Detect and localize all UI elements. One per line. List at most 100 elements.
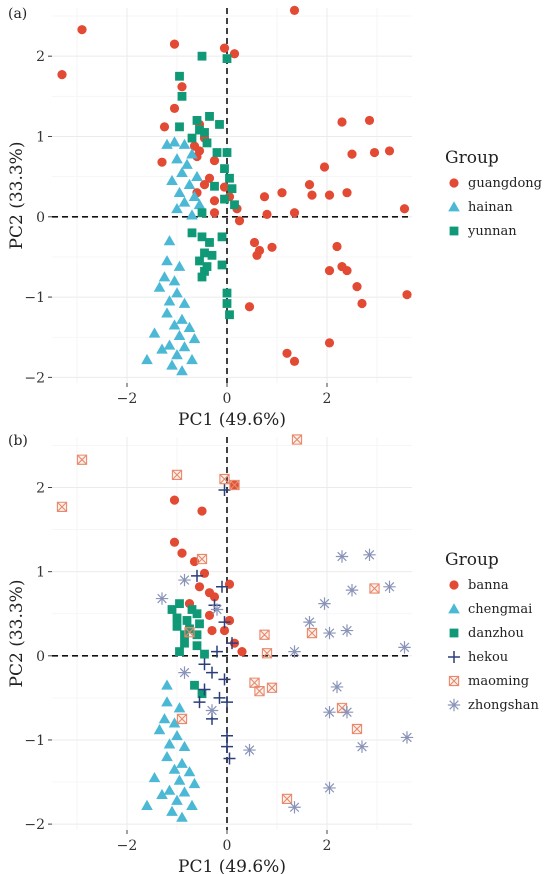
legend-key-maoming [448,675,460,687]
data-point-maoming [229,479,240,491]
data-point-hainan [178,138,191,149]
data-point-yunnan [205,112,214,121]
data-point-zhongshan [398,641,411,654]
data-point-zhongshan [323,705,336,719]
data-point-hainan [178,196,191,207]
data-point-yunnan [215,120,224,129]
data-point-banna [207,625,217,636]
data-point-guangdong [304,180,315,190]
data-point-maoming [306,627,318,639]
legend-label: zhongshan [468,698,540,713]
y-tick-label: 1 [36,565,45,581]
data-point-chengmai [178,740,191,752]
data-point-danzhou [200,649,209,659]
data-point-yunnan [200,128,209,137]
data-point-hainan [186,148,198,159]
data-point-guangdong [209,208,220,218]
x-tick-label: −2 [117,391,138,407]
data-point-hainan [183,321,196,332]
data-point-hainan [161,255,173,266]
data-point-hainan [163,339,176,350]
data-point-hainan [181,158,193,169]
data-point-hainan [166,174,178,185]
data-point-guangdong [277,188,287,198]
data-point-yunnan [225,173,234,183]
data-point-maoming [291,434,303,445]
data-point-hainan [176,313,188,324]
legend-label: guangdong [468,176,542,191]
data-point-maoming [76,454,88,465]
data-point-hainan [163,235,176,246]
data-point-maoming [176,713,188,725]
data-point-zhongshan [323,626,336,640]
data-point-banna [169,537,180,547]
y-tick-label: −2 [24,370,45,386]
data-point-danzhou [192,609,202,619]
data-point-danzhou [175,647,184,656]
legend-key-danzhou [449,628,459,638]
panel-b: (b) −2 0 2 −2 −1 0 1 2 PC1 (49.6%) PC2 (33.3%) Grou… [7,433,540,874]
series-yunnan [175,51,239,320]
data-point-guangdong [289,356,300,366]
data-point-banna [194,582,205,592]
data-point-banna [177,548,187,558]
data-point-hekou [216,580,228,593]
data-point-hainan [186,353,198,365]
data-point-maoming [369,583,380,594]
data-point-yunnan [225,310,234,320]
data-point-hekou [218,616,231,629]
data-point-hainan [158,271,171,282]
legend-label: hainan [468,200,513,215]
data-point-hainan [176,365,188,376]
data-point-hainan [188,190,201,202]
data-point-yunnan [227,184,237,194]
legend-title: Group [445,148,499,168]
data-point-chengmai [173,774,186,785]
legend-label: maoming [468,674,529,689]
data-point-zhongshan [210,603,224,616]
data-point-hainan [171,202,183,214]
x-axis-title: PC1 (49.6%) [178,857,286,874]
panel-label: (a) [8,6,27,22]
data-point-yunnan [195,256,204,266]
data-point-chengmai [188,777,201,789]
data-point-zhongshan [318,597,331,610]
data-point-chengmai [168,763,181,774]
data-point-yunnan [187,133,197,143]
data-point-guangdong [364,115,375,126]
data-point-guangdong [337,117,347,127]
data-point-banna [197,506,207,516]
data-point-guangdong [219,182,230,192]
data-point-danzhou [182,616,192,625]
data-point-guangdong [342,188,352,198]
data-point-yunnan [175,71,184,81]
series-guangdong [57,5,412,366]
data-point-hainan [178,297,191,308]
data-point-danzhou [197,689,207,699]
data-point-yunnan [187,228,197,238]
data-point-hekou [221,729,233,742]
data-point-hekou [193,696,206,709]
data-point-guangdong [347,149,357,159]
panel-a: (a) −2 0 2 −2 −1 0 1 2 PC1 (49.6%) PC2 (33.3%) Grou… [7,5,542,430]
y-tick-label: 1 [36,129,45,145]
data-point-maoming [171,469,183,481]
data-point-banna [189,556,200,567]
data-point-guangdong [57,70,67,80]
data-point-yunnan [220,164,229,173]
data-point-maoming [56,501,68,512]
data-point-hainan [168,319,181,330]
data-point-zhongshan [335,550,349,563]
data-point-maoming [266,682,278,693]
data-point-hainan [163,295,176,306]
data-point-yunnan [220,194,229,204]
data-point-guangdong [324,190,335,200]
data-point-yunnan [197,232,207,242]
data-point-guangdong [229,49,240,59]
data-point-guangdong [282,348,292,358]
data-point-guangdong [259,192,270,202]
legend: Group guangdong hainan yunnan [445,148,542,239]
data-point-danzhou [172,621,182,631]
data-point-yunnan [222,288,232,298]
series-zhongshan [155,548,414,814]
